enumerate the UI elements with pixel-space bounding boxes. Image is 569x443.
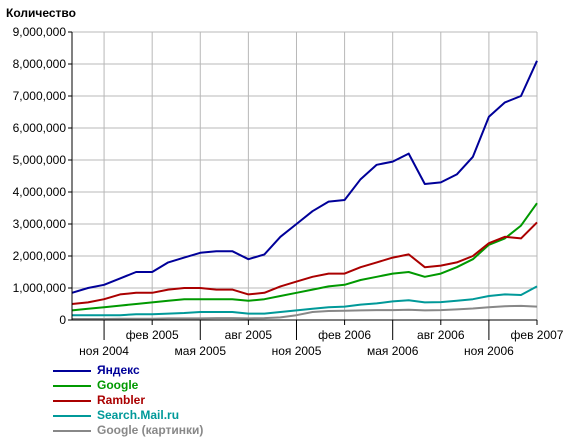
legend-swatch xyxy=(53,399,91,402)
y-tick-label: 1,000,000 xyxy=(13,281,67,295)
y-tick-label: 4,000,000 xyxy=(13,185,67,199)
y-tick-label: 5,000,000 xyxy=(13,153,67,167)
y-tick-label: 7,000,000 xyxy=(13,89,67,103)
legend-label: Яндекс xyxy=(97,363,140,377)
legend-swatch xyxy=(53,429,91,432)
series-line-1 xyxy=(71,202,538,312)
axes xyxy=(71,32,537,321)
x-tick-label: фев 2005 xyxy=(126,328,179,342)
legend-item: Rambler xyxy=(53,393,203,408)
x-tick-label: мая 2005 xyxy=(175,344,227,358)
y-tick-label: 9,000,000 xyxy=(13,25,67,39)
x-tick-label: мая 2006 xyxy=(367,344,419,358)
legend: Яндекс Google Rambler Search.Mail.ru Google … xyxy=(53,363,203,438)
x-tick-label: фев 2006 xyxy=(318,328,371,342)
series-lines xyxy=(71,60,538,320)
y-tick-label: 2,000,000 xyxy=(13,249,67,263)
y-tick-label: 8,000,000 xyxy=(13,57,67,71)
legend-swatch xyxy=(53,369,91,372)
series-line-2 xyxy=(71,221,538,305)
y-axis-ticks: 0 1,000,000 2,000,000 3,000,000 4,000,000 5,0… xyxy=(13,25,72,327)
x-tick-label: ноя 2005 xyxy=(272,344,322,358)
legend-label: Rambler xyxy=(97,393,146,407)
y-tick-label: 3,000,000 xyxy=(13,217,67,231)
x-tick-label: фев 2007 xyxy=(511,328,564,342)
x-tick-label: авг 2006 xyxy=(417,328,465,342)
legend-item: Search.Mail.ru xyxy=(53,408,203,423)
legend-swatch xyxy=(53,384,91,387)
legend-label: Google (картинки) xyxy=(97,423,204,437)
grid xyxy=(72,31,538,321)
series-line-0 xyxy=(71,60,538,294)
legend-item: Яндекс xyxy=(53,363,203,378)
legend-item: Google (картинки) xyxy=(53,423,203,438)
x-axis-ticks: ноя 2004 фев 2005 мая 2005 авг 2005 ноя 2005… xyxy=(79,320,564,358)
x-tick-label: ноя 2006 xyxy=(464,344,514,358)
legend-swatch xyxy=(53,414,91,417)
series-line-4 xyxy=(72,304,538,320)
x-tick-label: ноя 2004 xyxy=(79,344,129,358)
legend-label: Google xyxy=(97,378,139,392)
y-tick-label: 6,000,000 xyxy=(13,121,67,135)
legend-label: Search.Mail.ru xyxy=(97,408,180,422)
y-axis-title: Количество xyxy=(6,6,76,20)
series-line-3 xyxy=(72,285,538,317)
legend-item: Google xyxy=(53,378,203,393)
x-tick-label: авг 2005 xyxy=(225,328,273,342)
y-tick-label: 0 xyxy=(59,313,66,327)
